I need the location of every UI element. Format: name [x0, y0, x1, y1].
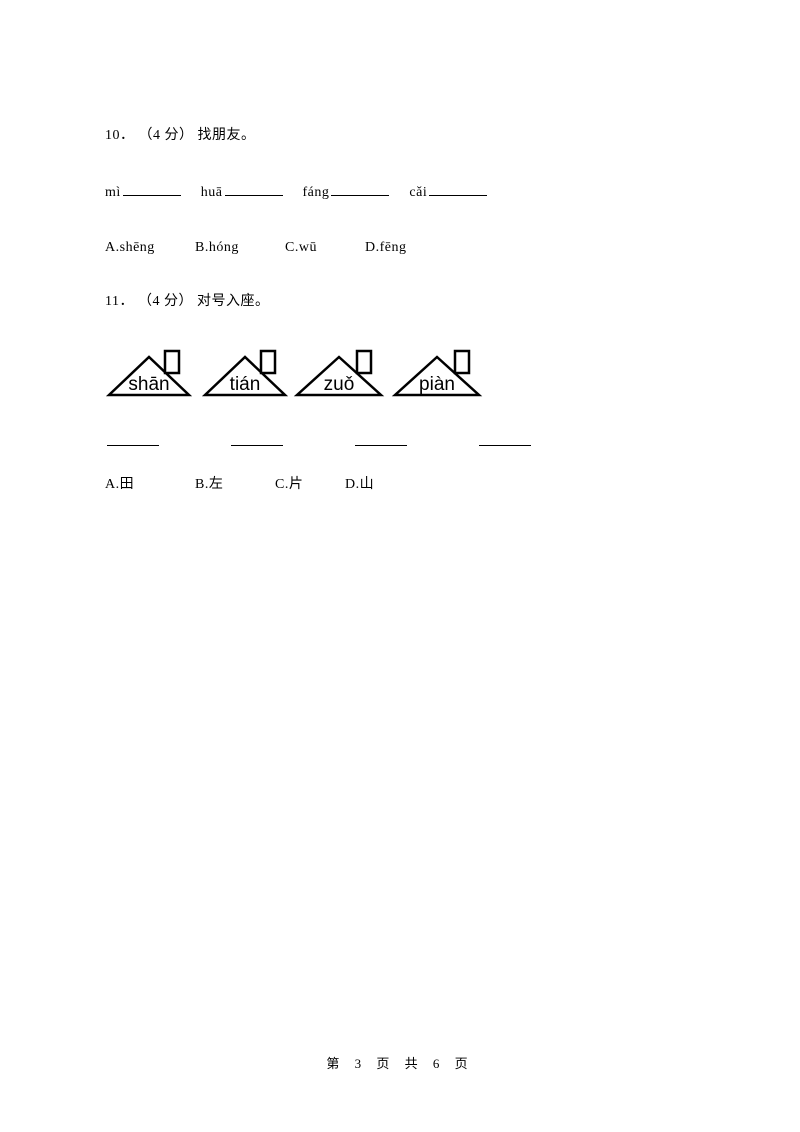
opt-text: hóng	[209, 240, 239, 255]
opt-letter: A.	[105, 477, 120, 492]
q10-title: 找朋友。	[198, 128, 256, 143]
opt-letter: B.	[195, 240, 209, 255]
house-label: tián	[230, 374, 261, 395]
house-diagram: piàn	[391, 345, 489, 399]
opt-text: 田	[120, 477, 135, 492]
q11-number: 11．	[105, 294, 134, 309]
opt-letter: B.	[195, 477, 209, 492]
q10-points: （4 分）	[139, 128, 194, 143]
opt-text: shēng	[120, 240, 155, 255]
fill-blank[interactable]	[331, 179, 389, 196]
house-diagram: tián	[201, 345, 293, 399]
house-diagram: zuǒ	[293, 345, 391, 399]
opt-text: 片	[289, 477, 304, 492]
q10-blank-label: cǎi	[409, 182, 427, 204]
house-diagram: shān	[105, 345, 201, 399]
opt-letter: D.	[365, 240, 380, 255]
house-label: shān	[128, 374, 169, 395]
q10-blank-label: mì	[105, 182, 121, 204]
fill-blank[interactable]	[355, 429, 407, 446]
opt-letter: C.	[275, 477, 289, 492]
opt-text: 山	[360, 477, 375, 492]
opt-text: 左	[209, 477, 224, 492]
q11-title: 对号入座。	[197, 294, 270, 309]
fill-blank[interactable]	[429, 179, 487, 196]
fill-blank[interactable]	[479, 429, 531, 446]
fill-blank[interactable]	[107, 429, 159, 446]
fill-blank[interactable]	[231, 429, 283, 446]
opt-text: fēng	[380, 240, 407, 255]
q11-answer-blanks	[105, 429, 695, 446]
q11-options: A.田 B.左 C.片 D.山	[105, 474, 695, 496]
q10-blank-label: fáng	[303, 182, 330, 204]
fill-blank[interactable]	[225, 179, 283, 196]
opt-text: wū	[299, 240, 317, 255]
opt-letter: C.	[285, 240, 299, 255]
q11-heading: 11． （4 分） 对号入座。	[105, 291, 695, 313]
q10-heading: 10． （4 分） 找朋友。	[105, 125, 695, 147]
page-footer: 第 3 页 共 6 页	[0, 1053, 800, 1072]
q10-options: A.shēng B.hóng C.wū D.fēng	[105, 237, 695, 259]
fill-blank[interactable]	[123, 179, 181, 196]
q10-number: 10．	[105, 128, 135, 143]
house-label: piàn	[419, 374, 455, 395]
q11-houses: shān tián zuǒ piàn	[105, 345, 695, 399]
opt-letter: A.	[105, 240, 120, 255]
q10-blank-label: huā	[201, 182, 223, 204]
q10-blanks-row: mì huā fáng cǎi	[105, 179, 695, 204]
q11-points: （4 分）	[138, 294, 193, 309]
house-label: zuǒ	[324, 374, 355, 395]
opt-letter: D.	[345, 477, 360, 492]
